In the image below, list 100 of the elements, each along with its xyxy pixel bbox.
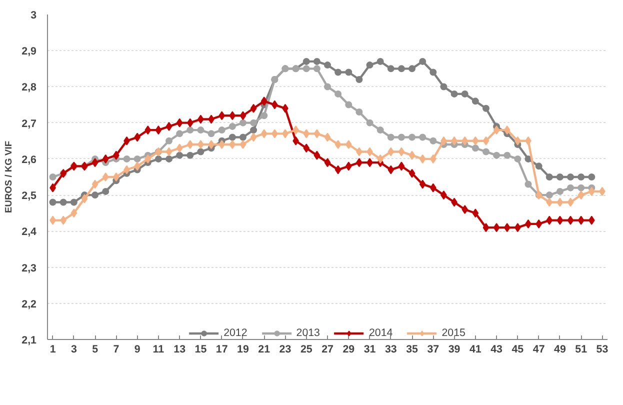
point <box>578 174 585 180</box>
point <box>186 126 194 134</box>
point <box>166 147 172 156</box>
point <box>49 174 56 180</box>
x-tick-label: 51 <box>575 344 588 356</box>
point <box>250 126 258 134</box>
point <box>567 216 574 225</box>
point <box>482 136 490 146</box>
point <box>482 148 490 156</box>
point <box>102 172 109 182</box>
point <box>60 198 67 206</box>
point <box>314 150 320 160</box>
point <box>462 136 468 146</box>
point <box>313 58 320 65</box>
point <box>334 68 342 76</box>
point <box>524 180 532 188</box>
x-tick-label: 21 <box>258 344 270 356</box>
point <box>240 140 246 149</box>
x-tick-label: 19 <box>237 344 249 356</box>
x-tick-label: 43 <box>490 344 503 356</box>
x-tick-label: 9 <box>134 344 140 356</box>
point <box>218 111 226 120</box>
point <box>303 129 310 138</box>
y-tick-label: 2,7 <box>22 118 37 130</box>
point <box>229 111 236 120</box>
x-tick-label: 31 <box>364 344 376 356</box>
legend-label: 2013 <box>296 327 320 339</box>
point <box>556 174 564 180</box>
x-tick-label: 41 <box>470 344 482 356</box>
point <box>578 184 585 192</box>
point <box>376 58 384 65</box>
point <box>334 90 342 98</box>
point <box>556 216 564 225</box>
point <box>154 155 162 162</box>
point <box>567 198 574 207</box>
point <box>166 155 173 162</box>
point <box>408 134 416 141</box>
point <box>302 58 310 65</box>
point <box>250 132 257 142</box>
point <box>546 174 553 180</box>
point <box>408 65 416 72</box>
point <box>302 65 310 72</box>
point <box>387 134 394 141</box>
point <box>472 208 479 218</box>
point <box>535 162 542 170</box>
point <box>250 119 258 126</box>
point <box>356 108 363 116</box>
x-tick-label: 45 <box>512 344 524 356</box>
point <box>588 186 595 196</box>
point <box>197 148 204 156</box>
point <box>588 216 595 225</box>
point <box>419 180 426 189</box>
point <box>92 180 98 189</box>
y-tick-label: 3 <box>30 10 37 22</box>
point <box>419 58 426 65</box>
point <box>228 122 236 130</box>
point <box>388 147 394 156</box>
x-tick-label: 35 <box>406 344 418 356</box>
point <box>366 119 374 126</box>
point <box>546 192 553 199</box>
point <box>546 216 553 225</box>
x-tick-label: 13 <box>174 344 186 356</box>
x-tick-label: 3 <box>70 344 77 356</box>
point <box>366 62 374 69</box>
x-tick-label: 47 <box>532 344 545 356</box>
y-tick-label: 2,5 <box>22 190 37 202</box>
point <box>218 140 226 149</box>
point <box>430 183 436 192</box>
point <box>408 168 416 178</box>
point <box>504 223 510 232</box>
point <box>260 129 268 138</box>
point <box>92 158 98 168</box>
point <box>376 126 384 134</box>
x-tick-label: 17 <box>216 344 228 356</box>
point <box>504 152 511 159</box>
point <box>324 62 331 69</box>
point <box>440 83 448 90</box>
point <box>461 90 468 98</box>
point <box>546 198 553 207</box>
point <box>567 184 574 192</box>
point <box>102 154 109 164</box>
y-tick-label: 2,1 <box>22 334 37 346</box>
point <box>462 205 468 214</box>
point <box>398 147 405 156</box>
point <box>430 68 437 76</box>
point <box>472 136 479 146</box>
point <box>398 162 405 171</box>
point <box>240 111 246 120</box>
point <box>482 223 490 232</box>
point <box>92 192 99 199</box>
point <box>324 158 331 168</box>
y-tick-label: 2,8 <box>22 82 37 94</box>
x-tick-label: 23 <box>279 344 292 356</box>
point <box>493 152 500 159</box>
point <box>472 144 479 152</box>
x-tick-label: 1 <box>50 344 56 356</box>
point <box>588 174 596 180</box>
point <box>186 140 194 149</box>
point <box>60 216 67 225</box>
point <box>345 140 352 149</box>
